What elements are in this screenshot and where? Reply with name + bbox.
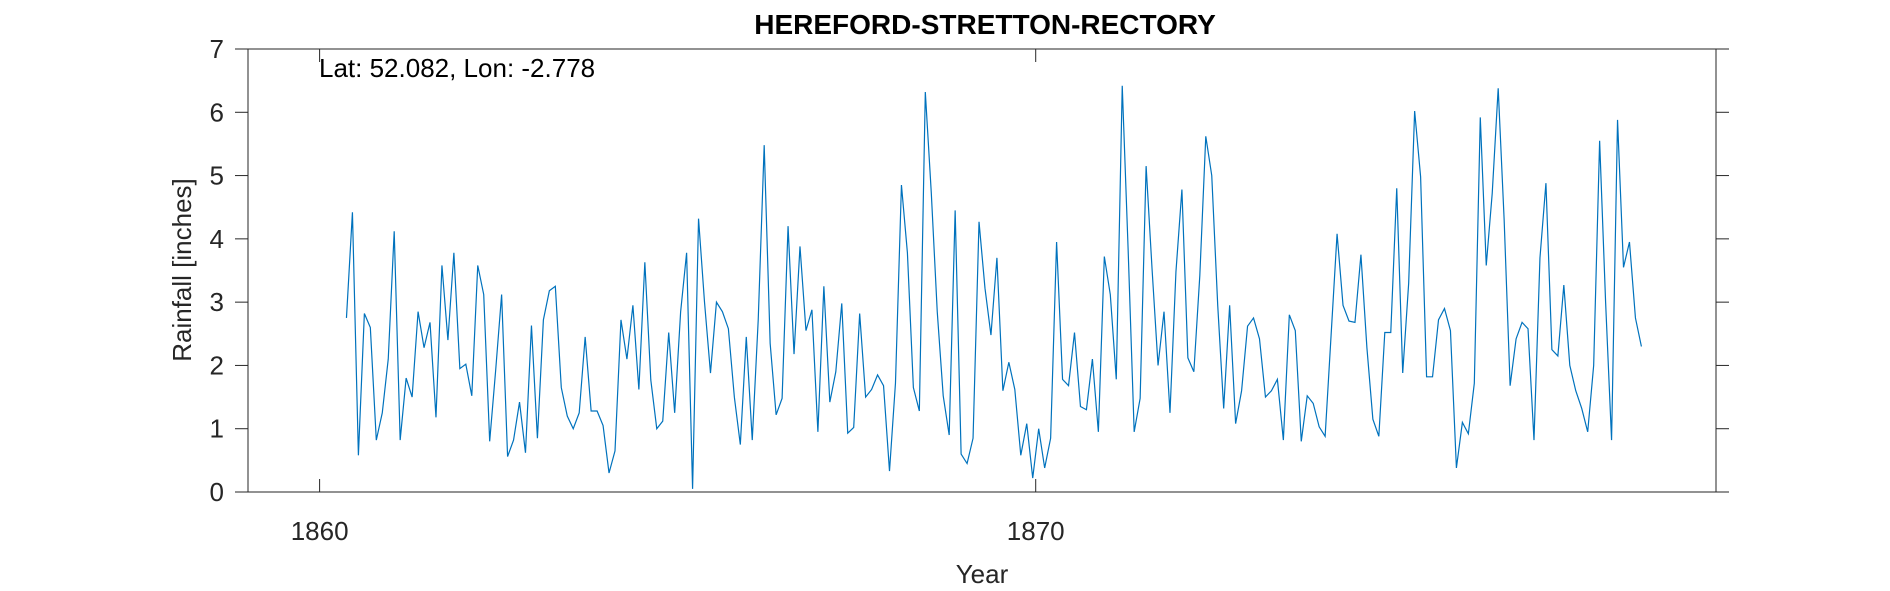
y-tick-label: 0 [210,477,224,507]
y-axis-label: Rainfall [inches] [167,178,197,362]
plot-area [247,48,1717,493]
y-tick-label: 7 [210,34,224,64]
chart-title: HEREFORD-STRETTON-RECTORY [754,9,1216,40]
y-tick-label: 5 [210,161,224,191]
y-tick-label: 1 [210,414,224,444]
x-tick-label: 1870 [1007,516,1065,546]
y-axis: 0 1 2 3 4 5 6 7 [210,34,1729,507]
series-line [345,85,1642,489]
x-tick-label: 1860 [291,516,349,546]
y-tick-label: 6 [210,97,224,127]
y-tick-label: 3 [210,287,224,317]
y-tick-label: 4 [210,224,224,254]
location-annotation: Lat: 52.082, Lon: -2.778 [319,53,595,83]
x-axis-label: Year [956,559,1009,589]
x-axis: 1860 1870 [291,49,1065,546]
y-tick-label: 2 [210,350,224,380]
series-rainfall [345,85,1642,489]
